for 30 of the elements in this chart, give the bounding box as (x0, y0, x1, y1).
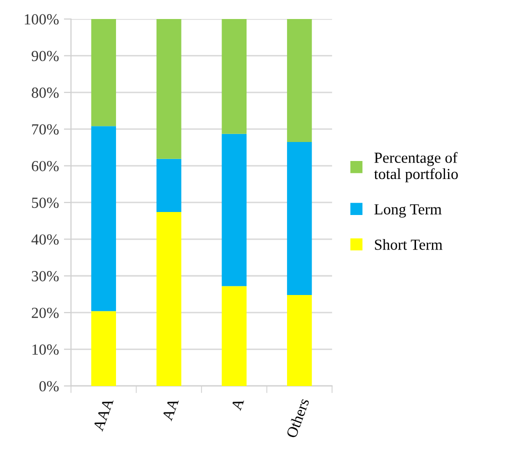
legend-label: Short Term (374, 239, 442, 250)
bar (91, 311, 116, 386)
y-tick-label: 50% (32, 198, 59, 208)
bar (287, 142, 312, 295)
x-tick-label: AA (162, 397, 179, 422)
y-tick-label: 60% (32, 160, 59, 172)
bar (222, 134, 247, 286)
legend-label: Long Term (374, 204, 442, 218)
x-tick-label: A (230, 397, 244, 411)
bar (222, 286, 247, 386)
bar (91, 19, 116, 126)
x-tick-label: Others (286, 398, 310, 438)
y-tick-label: 100% (24, 14, 59, 25)
bar (91, 126, 116, 312)
y-tick-label: 10% (32, 344, 59, 355)
y-tick-label: 0% (39, 381, 59, 392)
bar (222, 19, 247, 134)
y-tick-label: 40% (31, 234, 59, 245)
bar (156, 19, 182, 159)
y-tick-label: 30% (32, 271, 59, 282)
bar (156, 212, 182, 386)
x-tick-label: AAA (92, 397, 114, 432)
y-tick-label: 20% (32, 308, 59, 318)
bar (287, 19, 312, 142)
bar (156, 158, 182, 212)
bar (287, 294, 312, 386)
legend-label: Percentage of total portfolio (374, 152, 458, 182)
y-tick-label: 90% (32, 50, 59, 62)
y-tick-label: 70% (32, 124, 59, 135)
y-tick-label: 80% (32, 88, 59, 98)
